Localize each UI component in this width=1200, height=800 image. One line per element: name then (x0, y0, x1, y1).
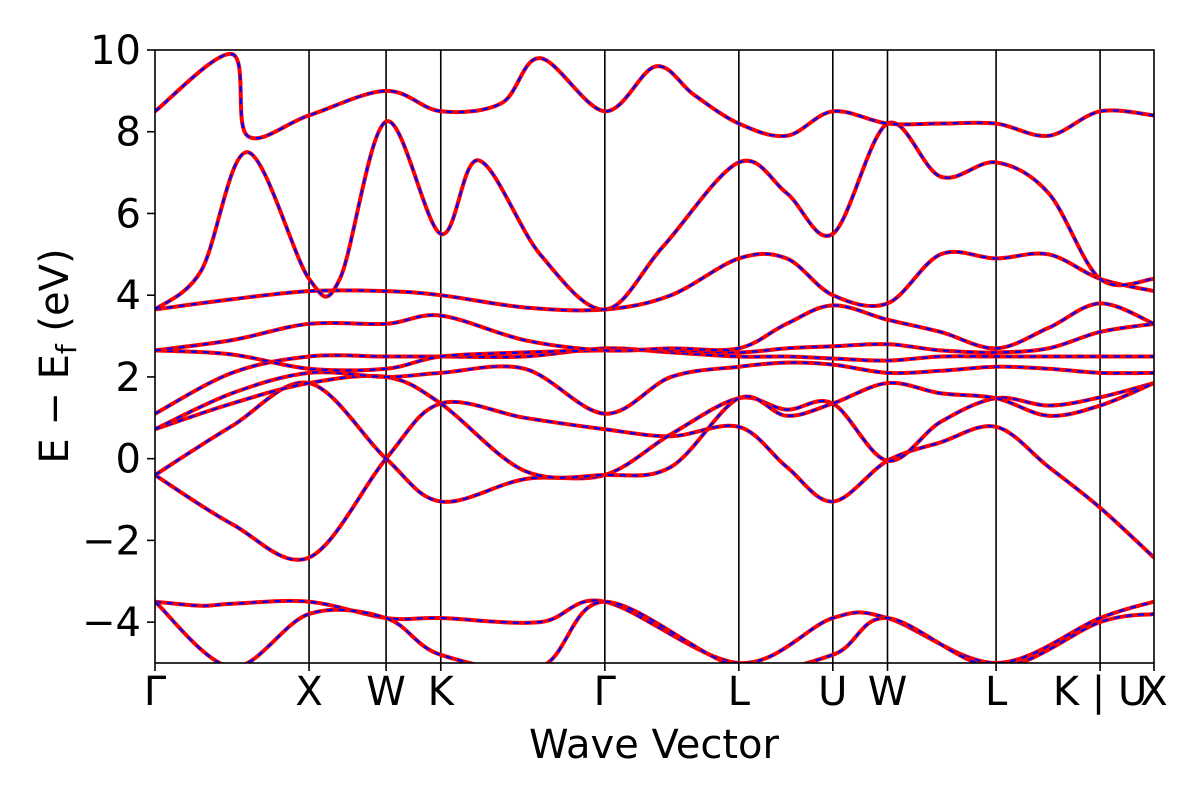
band-line-dashed-8 (155, 250, 1154, 312)
band-line-dashed-6 (155, 322, 1154, 372)
y-axis-title-main: E − E (32, 354, 78, 464)
band-line-dashed-3 (155, 374, 1154, 479)
band-line-solid-5 (155, 346, 1154, 416)
x-tick-label: K (428, 669, 456, 715)
y-tick-label: 8 (116, 110, 141, 156)
x-tick-label: X (295, 669, 322, 715)
y-axis-title: E − Ef (eV) (32, 248, 83, 463)
x-tick-label: X (1140, 669, 1167, 715)
y-axis-ticks: −4 −2 0 2 4 6 8 10 (82, 28, 155, 646)
y-tick-label: 6 (116, 191, 141, 237)
x-tick-label: W (868, 669, 908, 715)
x-tick-label: K | U (1053, 669, 1147, 715)
y-tick-label: 4 (116, 273, 141, 319)
y-tick-label: −2 (82, 518, 141, 564)
y-tick-label: 0 (116, 437, 141, 483)
y-axis-title-unit: (eV) (32, 248, 78, 344)
x-tick-label: U (818, 669, 847, 715)
x-tick-label: Γ (594, 669, 617, 715)
x-axis-title: Wave Vector (529, 722, 780, 768)
x-tick-label: W (366, 669, 406, 715)
band-lines (155, 52, 1154, 663)
band-line-dashed-12 (155, 600, 1154, 663)
x-tick-label: L (985, 669, 1008, 715)
y-tick-label: 10 (90, 28, 141, 74)
band-line-dashed-9 (155, 120, 1154, 311)
band-line-dashed-4 (155, 361, 1154, 431)
band-line-dashed-10 (155, 52, 1154, 140)
y-axis-title-subscript: f (50, 343, 83, 354)
y-tick-label: −4 (82, 600, 141, 646)
plot-frame (154, 49, 1155, 664)
band-line-solid-7 (155, 301, 1154, 353)
y-tick-label: 2 (116, 355, 141, 401)
x-tick-label: Γ (144, 669, 167, 715)
band-line-dashed-2 (155, 381, 1154, 503)
x-tick-label: L (728, 669, 751, 715)
